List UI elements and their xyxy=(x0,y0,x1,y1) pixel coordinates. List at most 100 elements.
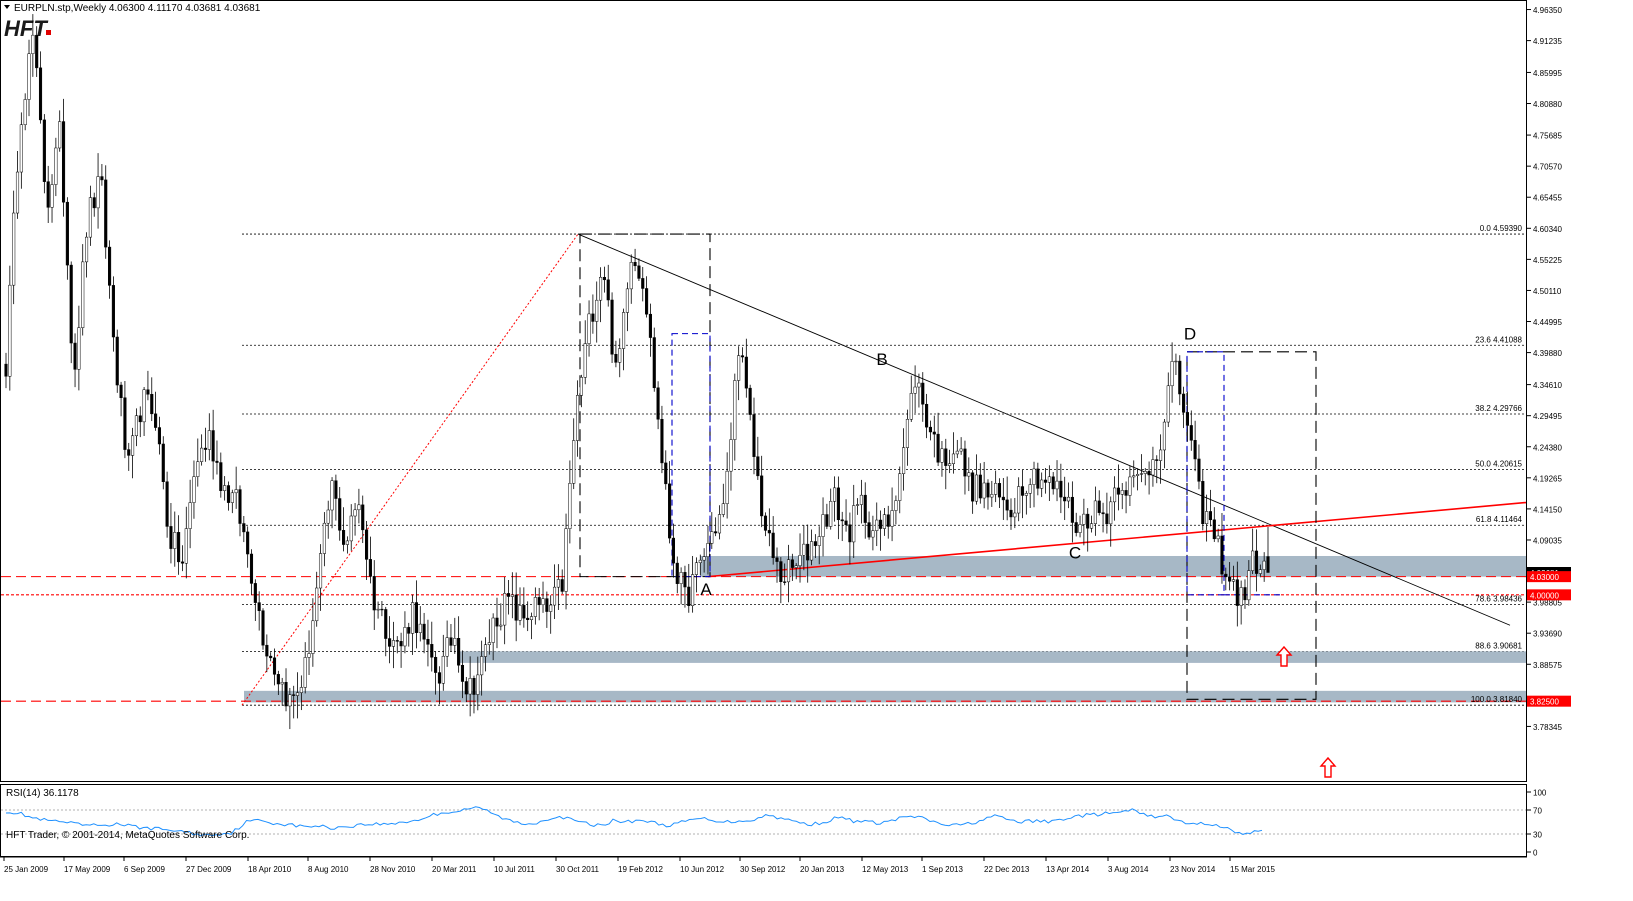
candle-body[interactable] xyxy=(836,487,840,521)
candle-body[interactable] xyxy=(671,537,675,564)
candle-body[interactable] xyxy=(717,514,722,534)
candle-body[interactable] xyxy=(487,642,491,645)
candle-body[interactable] xyxy=(226,485,231,503)
candle-body[interactable] xyxy=(917,382,921,388)
candle-body[interactable] xyxy=(560,579,564,592)
candle-body[interactable] xyxy=(859,494,863,505)
candle-body[interactable] xyxy=(1159,449,1163,461)
candle-body[interactable] xyxy=(414,602,418,633)
candle-body[interactable] xyxy=(192,476,196,503)
candle-body[interactable] xyxy=(798,554,802,566)
candle-body[interactable] xyxy=(503,593,507,626)
candle-body[interactable] xyxy=(1247,570,1251,601)
candle-body[interactable] xyxy=(4,363,8,377)
candle-body[interactable] xyxy=(633,262,637,267)
candle-body[interactable] xyxy=(173,532,177,549)
candle-body[interactable] xyxy=(806,543,810,561)
candle-body[interactable] xyxy=(1239,587,1243,606)
candle-body[interactable] xyxy=(1128,476,1132,496)
candle-body[interactable] xyxy=(330,480,334,511)
candle-body[interactable] xyxy=(1101,512,1105,515)
candle-body[interactable] xyxy=(111,285,115,338)
candle-body[interactable] xyxy=(614,353,618,363)
candle-body[interactable] xyxy=(936,433,940,463)
candle-body[interactable] xyxy=(472,678,476,695)
candle-body[interactable] xyxy=(974,474,979,502)
candle-body[interactable] xyxy=(510,594,514,597)
candle-body[interactable] xyxy=(288,694,292,707)
candle-body[interactable] xyxy=(1074,522,1078,533)
candle-body[interactable] xyxy=(61,121,66,203)
candle-body[interactable] xyxy=(848,524,852,543)
candle-body[interactable] xyxy=(786,559,791,583)
candle-body[interactable] xyxy=(852,505,856,543)
candle-body[interactable] xyxy=(602,276,606,281)
candle-body[interactable] xyxy=(1170,361,1174,387)
candle-body[interactable] xyxy=(196,461,200,477)
candle-body[interactable] xyxy=(422,623,426,640)
candle-body[interactable] xyxy=(146,389,150,395)
candle-body[interactable] xyxy=(1254,550,1259,574)
candle-body[interactable] xyxy=(1258,569,1262,574)
candle-body[interactable] xyxy=(737,355,741,381)
candle-body[interactable] xyxy=(595,299,599,322)
candle-body[interactable] xyxy=(12,212,16,286)
candle-body[interactable] xyxy=(710,531,714,544)
candle-body[interactable] xyxy=(1212,519,1216,540)
support-zone-middle[interactable] xyxy=(460,651,1526,663)
candle-body[interactable] xyxy=(652,337,656,389)
candle-body[interactable] xyxy=(744,356,748,389)
candle-body[interactable] xyxy=(886,514,890,527)
candle-body[interactable] xyxy=(299,687,303,693)
candle-body[interactable] xyxy=(238,489,242,524)
candle-body[interactable] xyxy=(345,540,349,545)
candle-body[interactable] xyxy=(1216,535,1220,540)
candle-body[interactable] xyxy=(1132,475,1136,478)
candle-body[interactable] xyxy=(1220,535,1224,575)
candle-body[interactable] xyxy=(994,483,998,495)
candle-body[interactable] xyxy=(1205,511,1209,525)
candle-body[interactable] xyxy=(384,609,388,639)
candle-body[interactable] xyxy=(38,67,43,121)
candle-body[interactable] xyxy=(353,509,357,517)
candle-body[interactable] xyxy=(1243,587,1247,601)
candle-body[interactable] xyxy=(706,543,710,557)
candle-body[interactable] xyxy=(905,419,909,448)
candle-body[interactable] xyxy=(295,692,300,696)
candle-body[interactable] xyxy=(1174,360,1178,363)
candle-body[interactable] xyxy=(211,430,215,462)
ascending-red-trendline[interactable] xyxy=(707,501,1527,578)
candle-body[interactable] xyxy=(457,638,461,666)
candle-body[interactable] xyxy=(468,678,472,695)
candle-body[interactable] xyxy=(150,394,154,415)
candle-body[interactable] xyxy=(725,470,729,504)
candle-body[interactable] xyxy=(73,342,77,370)
candle-body[interactable] xyxy=(514,594,518,621)
candle-body[interactable] xyxy=(1262,560,1266,570)
candle-body[interactable] xyxy=(928,426,932,433)
candle-body[interactable] xyxy=(1070,496,1074,523)
candle-body[interactable] xyxy=(971,472,975,502)
candle-body[interactable] xyxy=(844,520,848,525)
candle-body[interactable] xyxy=(368,559,372,577)
fib-anchor-line[interactable] xyxy=(241,233,579,706)
candle-body[interactable] xyxy=(1266,556,1270,573)
candle-body[interactable] xyxy=(342,530,346,545)
candle-body[interactable] xyxy=(1124,490,1128,496)
candle-body[interactable] xyxy=(169,526,173,549)
candle-body[interactable] xyxy=(1166,385,1170,423)
candle-body[interactable] xyxy=(307,653,311,658)
candle-body[interactable] xyxy=(177,532,181,563)
candle-body[interactable] xyxy=(771,532,775,559)
candle-body[interactable] xyxy=(645,288,649,315)
candle-body[interactable] xyxy=(545,598,549,612)
candle-body[interactable] xyxy=(1009,509,1013,518)
candle-body[interactable] xyxy=(1040,479,1044,489)
descending-trendline[interactable] xyxy=(577,233,1511,626)
candle-body[interactable] xyxy=(813,541,817,546)
candle-body[interactable] xyxy=(541,598,545,606)
candle-body[interactable] xyxy=(1189,425,1193,441)
candle-body[interactable] xyxy=(997,483,1002,498)
candle-body[interactable] xyxy=(480,656,484,676)
candle-body[interactable] xyxy=(92,197,96,209)
